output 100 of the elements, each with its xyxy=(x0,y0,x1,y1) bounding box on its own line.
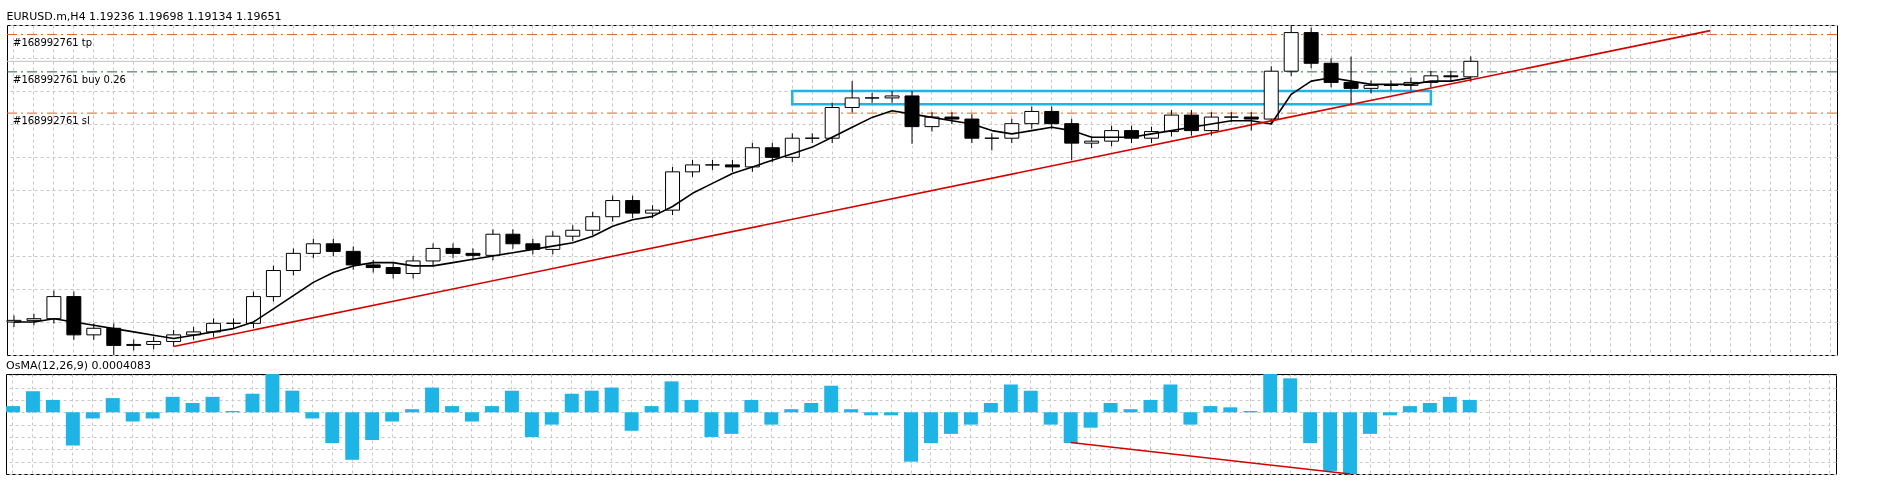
candlestick xyxy=(46,290,62,325)
candlestick xyxy=(285,247,301,276)
bar xyxy=(245,393,260,413)
bar xyxy=(45,399,60,413)
candlestick xyxy=(984,132,1000,151)
chart-title: OsMA(12,26,9) 0.0004083 xyxy=(6,359,151,372)
candlestick xyxy=(305,238,321,259)
bar xyxy=(624,412,639,431)
bar xyxy=(325,412,340,444)
candlestick xyxy=(445,242,461,259)
bar xyxy=(923,412,938,444)
bar xyxy=(904,412,919,462)
bar xyxy=(1442,396,1457,413)
bar xyxy=(6,406,20,413)
bar xyxy=(744,399,759,413)
candlestick xyxy=(465,247,481,261)
bar xyxy=(1223,407,1238,413)
bar xyxy=(1283,378,1298,413)
bar xyxy=(1382,412,1397,416)
bar xyxy=(1123,409,1138,413)
bar xyxy=(1363,412,1377,434)
candlestick xyxy=(1163,109,1179,138)
bar xyxy=(963,412,978,425)
candlestick xyxy=(964,113,980,144)
bar xyxy=(1143,399,1158,413)
chart-title: EURUSD.m,H4 1.19236 1.19698 1.19134 1.19651 xyxy=(6,9,282,23)
bar xyxy=(425,387,440,413)
bar xyxy=(265,374,280,413)
bar xyxy=(185,403,200,413)
candlestick xyxy=(345,245,361,271)
candlestick xyxy=(764,142,780,163)
candlestick xyxy=(1183,109,1199,137)
bar xyxy=(1203,406,1218,413)
candlestick xyxy=(784,132,800,163)
bar xyxy=(824,385,839,413)
candlestick xyxy=(1024,106,1040,130)
candlestick xyxy=(924,111,940,133)
bar xyxy=(1422,403,1437,413)
bar xyxy=(983,403,998,413)
bar xyxy=(165,396,180,413)
candlestick xyxy=(944,111,960,125)
bar xyxy=(504,390,519,413)
bar xyxy=(125,412,140,422)
bar xyxy=(584,390,599,413)
bar xyxy=(664,381,679,413)
candlestick xyxy=(625,195,641,219)
candlestick xyxy=(864,92,880,104)
bar xyxy=(345,412,360,460)
bar xyxy=(784,409,799,413)
bar xyxy=(1183,412,1198,425)
bar xyxy=(724,412,739,434)
candlestick xyxy=(26,313,42,326)
bar xyxy=(1043,412,1058,425)
bar xyxy=(484,406,499,413)
bar xyxy=(465,412,479,422)
bar xyxy=(1103,403,1118,413)
bar xyxy=(684,399,699,413)
bar xyxy=(1063,412,1078,444)
candlestick xyxy=(485,228,501,261)
candlestick xyxy=(744,142,760,173)
candlestick xyxy=(804,132,820,144)
bar xyxy=(1083,412,1098,428)
bar xyxy=(445,406,460,413)
bar xyxy=(145,412,160,419)
candlestick xyxy=(1243,111,1259,132)
candlestick xyxy=(425,242,441,267)
bar xyxy=(844,409,859,413)
bar xyxy=(65,412,80,446)
bar xyxy=(365,412,380,441)
bar xyxy=(704,412,719,437)
bar xyxy=(564,393,579,413)
bar xyxy=(385,412,400,422)
bar xyxy=(1023,390,1038,413)
ref-line-label: #168992761 sl xyxy=(13,115,90,127)
bar xyxy=(544,412,559,425)
bar xyxy=(25,391,40,413)
bar xyxy=(1323,412,1338,471)
bar xyxy=(285,390,300,413)
bar xyxy=(405,409,420,413)
bar xyxy=(1462,399,1477,413)
bar xyxy=(644,406,659,413)
candlestick xyxy=(226,317,241,329)
candlestick xyxy=(605,195,621,223)
bar xyxy=(884,412,899,416)
bar xyxy=(864,412,879,416)
bar xyxy=(1343,412,1358,474)
bar xyxy=(1402,406,1417,413)
ref-line-label: #168992761 tp xyxy=(13,36,93,48)
bar xyxy=(804,403,819,413)
candlestick xyxy=(1044,106,1060,130)
candlestick xyxy=(1004,118,1020,144)
candlestick xyxy=(1064,118,1080,161)
bar xyxy=(604,387,619,413)
bar xyxy=(1163,384,1178,413)
bar xyxy=(943,412,958,434)
bar xyxy=(1003,384,1018,413)
bar xyxy=(105,398,120,413)
ref-line-label: #168992761 buy 0.26 xyxy=(13,73,126,85)
bar xyxy=(524,412,539,437)
candlestick xyxy=(844,80,860,113)
